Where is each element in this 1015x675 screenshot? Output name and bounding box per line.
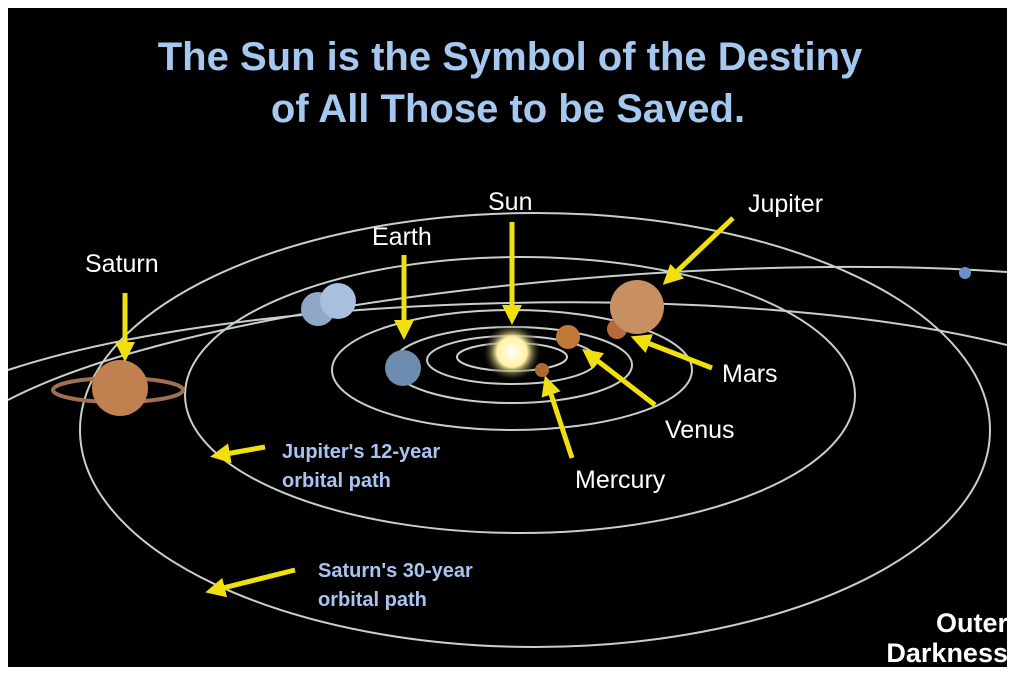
saturn (92, 360, 148, 416)
diagram: The Sun is the Symbol of the Destiny of … (0, 0, 1015, 675)
orbit-label: Saturn's 30-year (318, 560, 473, 582)
corner-label: Darkness (886, 638, 1008, 668)
earth (385, 350, 421, 386)
sun (482, 322, 542, 382)
jupiter (610, 280, 664, 334)
title-line: of All Those to be Saved. (271, 87, 745, 131)
planet-label: Mercury (575, 466, 666, 494)
neptune (320, 283, 356, 319)
title-line: The Sun is the Symbol of the Destiny (158, 35, 863, 79)
planet-label: Mars (722, 360, 778, 388)
venus (556, 325, 580, 349)
planet-label: Earth (372, 223, 432, 251)
orbit-label: orbital path (318, 589, 427, 611)
orbit-label: orbital path (282, 470, 391, 492)
planet-label: Saturn (85, 250, 159, 278)
mercury (535, 363, 549, 377)
planet-label: Jupiter (748, 190, 823, 218)
planet-label: Venus (665, 416, 735, 444)
pluto (959, 267, 971, 279)
planet-label: Sun (488, 188, 532, 216)
orbit-label: Jupiter's 12-year (282, 441, 440, 463)
corner-label: Outer (936, 608, 1009, 638)
